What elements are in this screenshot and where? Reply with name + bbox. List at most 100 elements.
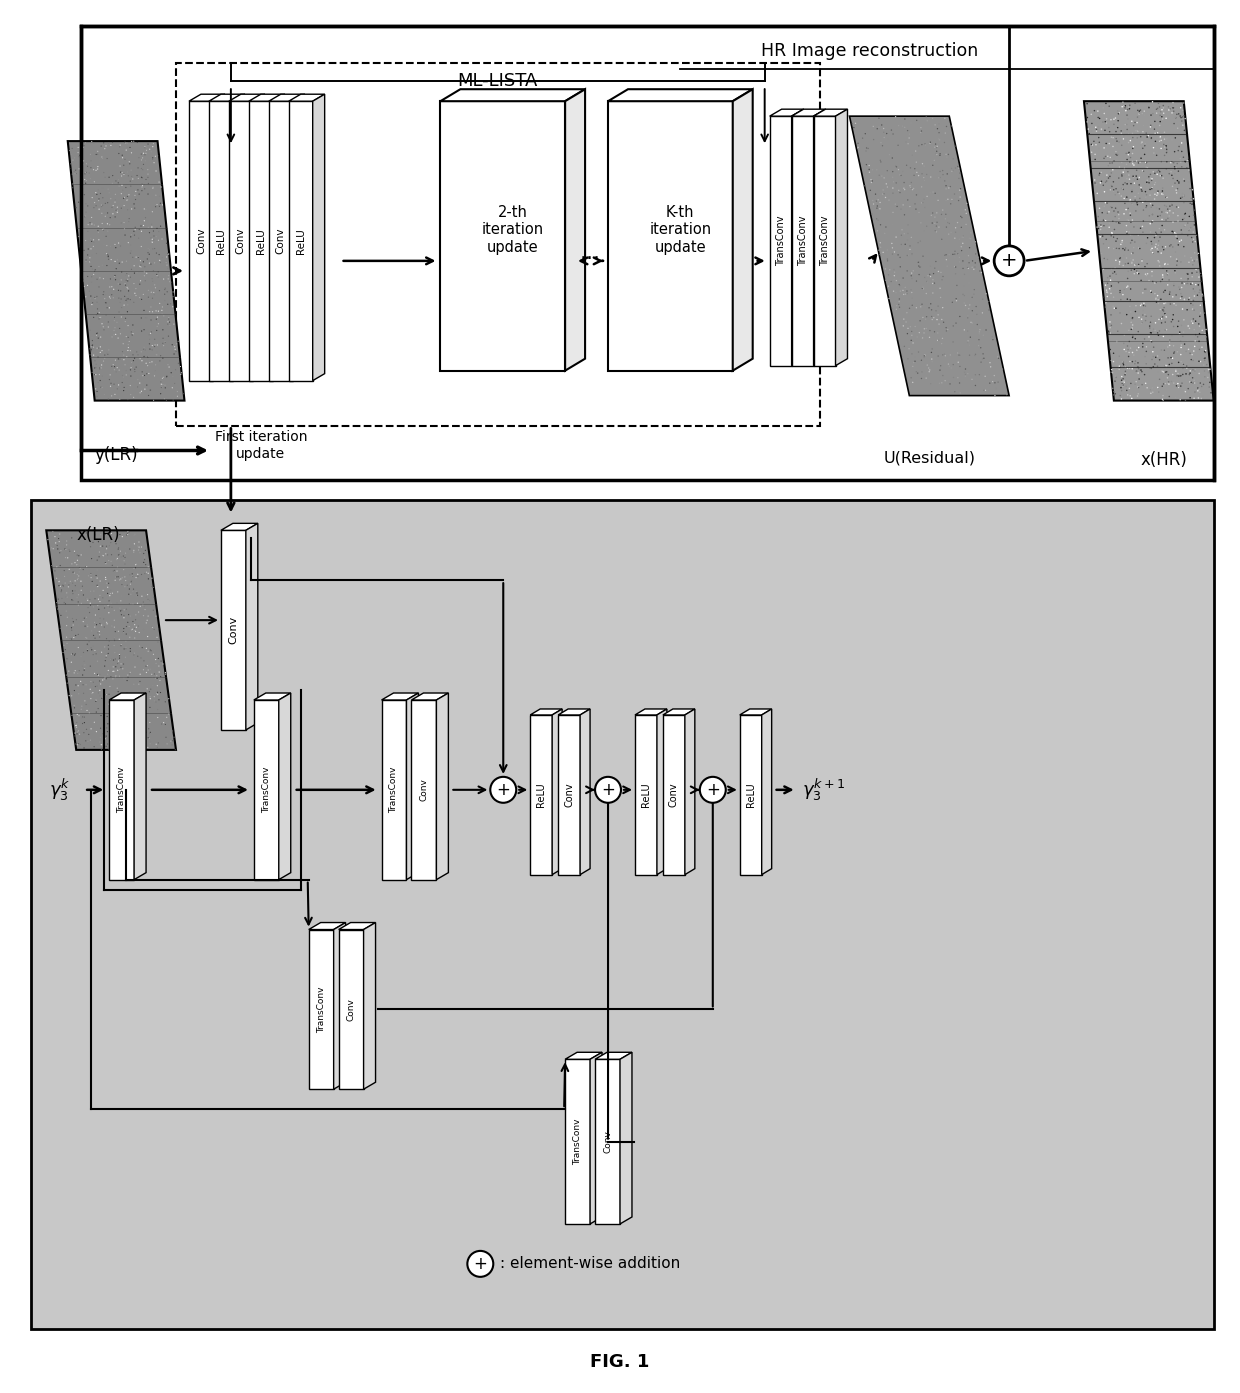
- Point: [1172, 223, 1192, 245]
- Point: [1169, 322, 1189, 344]
- Point: [954, 226, 973, 248]
- Point: [93, 350, 113, 372]
- Point: [102, 550, 122, 573]
- Point: [98, 245, 118, 267]
- Point: [920, 181, 940, 203]
- Point: [97, 627, 117, 649]
- Point: [76, 173, 95, 195]
- Point: [1123, 344, 1143, 366]
- Point: [1133, 294, 1153, 316]
- Point: [878, 160, 898, 182]
- Point: [153, 194, 172, 216]
- Point: [124, 262, 144, 284]
- Point: [1097, 202, 1117, 224]
- Point: [1136, 187, 1156, 209]
- Point: [873, 241, 893, 263]
- Point: [135, 553, 155, 575]
- Point: [109, 252, 129, 274]
- Point: [952, 251, 972, 273]
- Point: [1116, 153, 1136, 176]
- Point: [149, 731, 169, 754]
- Point: [941, 192, 961, 215]
- Point: [113, 691, 133, 713]
- Point: [123, 344, 143, 366]
- Point: [1110, 345, 1130, 368]
- Point: [139, 556, 159, 578]
- Point: [93, 579, 113, 602]
- Point: [1182, 226, 1202, 248]
- Point: [57, 582, 77, 605]
- Point: [940, 176, 960, 198]
- Point: [120, 638, 140, 660]
- Point: [110, 318, 130, 340]
- Point: [117, 139, 136, 162]
- Point: [916, 215, 936, 237]
- Point: [154, 305, 174, 327]
- Point: [1133, 281, 1153, 304]
- Point: [905, 192, 925, 215]
- Point: [957, 192, 977, 215]
- Point: [118, 199, 138, 221]
- Point: [1193, 384, 1213, 407]
- Point: [1141, 167, 1161, 189]
- Point: [57, 614, 77, 637]
- Point: [854, 174, 874, 196]
- Point: [63, 573, 83, 595]
- Point: [89, 198, 109, 220]
- Point: [1185, 230, 1205, 252]
- Point: [884, 267, 904, 290]
- Point: [135, 549, 155, 571]
- Point: [155, 279, 175, 301]
- Point: [1094, 137, 1114, 159]
- Point: [1185, 330, 1205, 352]
- Point: [81, 143, 100, 166]
- Point: [125, 524, 145, 546]
- Point: [134, 345, 154, 368]
- Point: [911, 176, 931, 198]
- Point: [97, 242, 117, 265]
- Point: [1163, 364, 1183, 386]
- Point: [1104, 295, 1123, 318]
- Point: [98, 582, 118, 605]
- Point: [1153, 299, 1173, 322]
- Bar: [176, 63, 820, 425]
- Point: [1132, 312, 1152, 334]
- Point: [118, 288, 138, 311]
- Point: [915, 132, 935, 155]
- Point: [115, 354, 135, 376]
- Point: [131, 143, 151, 166]
- Point: [1179, 287, 1199, 309]
- Point: [1091, 215, 1111, 237]
- Point: [965, 252, 985, 274]
- Polygon shape: [309, 922, 346, 929]
- Point: [81, 270, 100, 293]
- Point: [99, 213, 119, 235]
- Point: [1117, 173, 1137, 195]
- Point: [930, 359, 950, 382]
- Point: [903, 355, 923, 378]
- Point: [884, 265, 904, 287]
- Point: [1184, 319, 1204, 341]
- Point: [143, 666, 162, 688]
- Point: [100, 287, 120, 309]
- Point: [84, 662, 104, 684]
- Point: [145, 334, 165, 357]
- Point: [72, 575, 92, 598]
- Point: [138, 588, 157, 610]
- Point: [64, 644, 84, 666]
- Point: [81, 567, 100, 589]
- Point: [87, 574, 107, 596]
- Polygon shape: [813, 116, 836, 365]
- Polygon shape: [293, 95, 305, 380]
- Point: [904, 351, 924, 373]
- Point: [1090, 162, 1110, 184]
- Point: [57, 651, 77, 673]
- Point: [1184, 199, 1204, 221]
- Point: [1106, 198, 1126, 220]
- Point: [1187, 260, 1207, 283]
- Point: [1127, 194, 1147, 216]
- Point: [1117, 167, 1137, 189]
- Point: [134, 649, 154, 671]
- Point: [1100, 322, 1120, 344]
- Point: [1122, 123, 1142, 145]
